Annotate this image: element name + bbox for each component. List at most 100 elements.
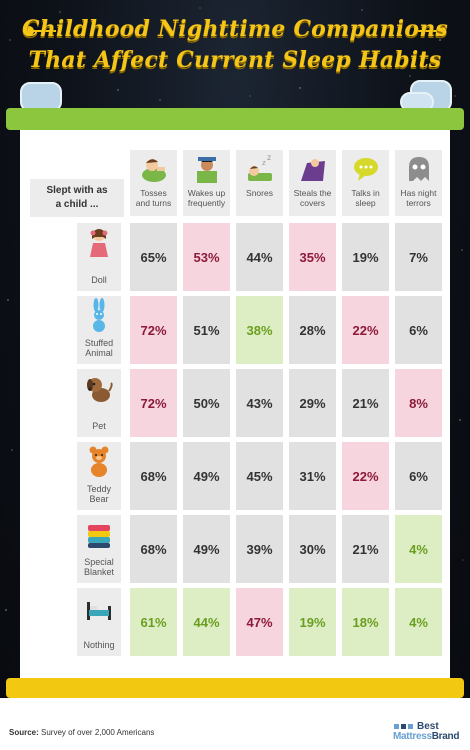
row-header: Slept with as a child ... <box>30 179 124 217</box>
table-cell: 50% <box>183 369 230 437</box>
row-label-text: Teddy Bear <box>77 484 121 504</box>
brand-name: MattressBrand <box>393 731 459 742</box>
table-cell: 22% <box>342 296 389 364</box>
row-label: Special Blanket <box>77 515 121 583</box>
column-header: Tosses and turns <box>130 150 177 216</box>
column-label-line2: covers <box>299 198 326 208</box>
table-cell: 28% <box>289 296 336 364</box>
column-label-line1: Wakes up <box>187 188 226 198</box>
column-header: z z Snores <box>236 150 283 216</box>
table-cell: 53% <box>183 223 230 291</box>
column-label-line1: Steals the <box>293 188 332 198</box>
row-label-line1: Nothing <box>83 640 115 650</box>
table-cell: 51% <box>183 296 230 364</box>
table-cell: 45% <box>236 442 283 510</box>
table-cell: 22% <box>342 442 389 510</box>
table-cell: 68% <box>130 515 177 583</box>
row-label-line2: Blanket <box>83 567 115 577</box>
column-label-line1: Talks in <box>351 188 380 198</box>
column-label-line1: Has night <box>400 188 437 198</box>
column-label-line1: Snores <box>246 188 273 198</box>
page-title-line2: That Affect Current Sleep Habits <box>28 47 442 73</box>
row-label: Pet <box>77 369 121 437</box>
brand-mattress-text: Mattress <box>393 731 432 742</box>
column-header: Talks in sleep <box>342 150 389 216</box>
table-cell: 7% <box>395 223 442 291</box>
column-label-line2: terrors <box>406 198 431 208</box>
svg-text:z: z <box>262 159 266 167</box>
table-cell: 30% <box>289 515 336 583</box>
table-cell: 43% <box>236 369 283 437</box>
row-label-text: Special Blanket <box>77 557 121 577</box>
row-label-line1: Stuffed <box>84 338 114 348</box>
table-cell: 49% <box>183 515 230 583</box>
column-label-line1: Tosses <box>140 188 167 198</box>
row-label-line2: Bear <box>89 494 109 504</box>
table-cell: 38% <box>236 296 283 364</box>
row-label-line2: Animal <box>85 348 113 358</box>
title-decoration-left <box>30 30 56 32</box>
table-cell: 49% <box>183 442 230 510</box>
pillow-icon <box>20 82 62 112</box>
table-cell: 6% <box>395 296 442 364</box>
source-label: Source: <box>9 728 39 737</box>
table-cell: 65% <box>130 223 177 291</box>
page-title-line1: Childhood Nighttime Companions <box>22 16 448 42</box>
column-header-label: Snores <box>236 188 283 198</box>
table-cell: 21% <box>342 515 389 583</box>
table-cell: 35% <box>289 223 336 291</box>
row-label-text: Pet <box>77 421 121 431</box>
source-text: Survey of over 2,000 Americans <box>38 728 155 737</box>
column-header: Wakes up frequently <box>183 150 230 216</box>
svg-text:z: z <box>267 153 271 162</box>
title-decoration-dot <box>24 26 34 36</box>
table-cell: 31% <box>289 442 336 510</box>
table-cell: 68% <box>130 442 177 510</box>
bed-headboard-bar <box>6 108 464 130</box>
row-label-line1: Teddy <box>86 484 112 494</box>
column-header-label: Wakes up frequently <box>183 188 230 208</box>
source-note: Source: Survey of over 2,000 Americans <box>9 728 154 737</box>
row-label: Nothing <box>77 588 121 656</box>
table-cell: 18% <box>342 588 389 656</box>
row-label-text: Nothing <box>77 640 121 650</box>
row-label-text: Doll <box>77 275 121 285</box>
column-label-line2: frequently <box>187 198 226 208</box>
table-cell: 21% <box>342 369 389 437</box>
table-cell: 29% <box>289 369 336 437</box>
bed-footboard-bar <box>6 678 464 698</box>
column-header-label: Talks in sleep <box>342 188 389 208</box>
table-cell: 19% <box>289 588 336 656</box>
brand-logo: Best MattressBrand <box>393 721 463 744</box>
row-header-line2: a child ... <box>55 199 99 210</box>
column-label-line2: and turns <box>135 198 172 208</box>
brand-brand-text: Brand <box>431 731 460 742</box>
table-cell: 44% <box>183 588 230 656</box>
column-header-label: Steals the covers <box>289 188 336 208</box>
table-cell: 61% <box>130 588 177 656</box>
row-label: Doll <box>77 223 121 291</box>
table-cell: 8% <box>395 369 442 437</box>
row-label-line1: Pet <box>92 421 106 431</box>
row-label-line1: Special <box>84 557 114 567</box>
column-header: Steals the covers <box>289 150 336 216</box>
table-cell: 72% <box>130 296 177 364</box>
footer <box>0 698 470 750</box>
table-cell: 19% <box>342 223 389 291</box>
table-cell: 4% <box>395 515 442 583</box>
row-label: Stuffed Animal <box>77 296 121 364</box>
column-header-label: Tosses and turns <box>130 188 177 208</box>
row-header-line1: Slept with as <box>46 185 108 196</box>
row-label: Teddy Bear <box>77 442 121 510</box>
row-label-text: Stuffed Animal <box>77 338 121 358</box>
title-decoration-dot <box>436 26 446 36</box>
table-cell: 4% <box>395 588 442 656</box>
column-header: Has night terrors <box>395 150 442 216</box>
row-label-line1: Doll <box>91 275 107 285</box>
table-cell: 39% <box>236 515 283 583</box>
column-header-label: Has night terrors <box>395 188 442 208</box>
table-cell: 44% <box>236 223 283 291</box>
table-cell: 6% <box>395 442 442 510</box>
brand-top-text: Best <box>417 721 439 732</box>
